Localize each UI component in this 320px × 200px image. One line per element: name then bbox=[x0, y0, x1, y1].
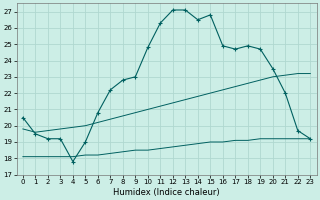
X-axis label: Humidex (Indice chaleur): Humidex (Indice chaleur) bbox=[113, 188, 220, 197]
